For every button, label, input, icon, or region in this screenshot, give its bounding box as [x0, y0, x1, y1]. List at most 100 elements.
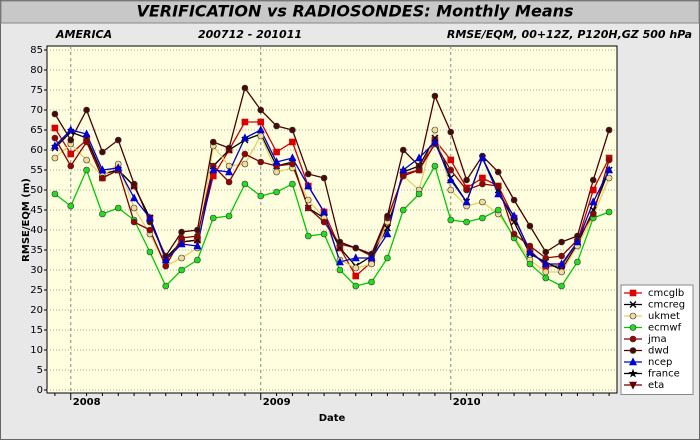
marker — [241, 180, 249, 188]
marker — [178, 228, 185, 236]
x-tick-label: 2008 — [73, 397, 101, 408]
y-tick-label: 30 — [30, 265, 43, 276]
marker — [368, 260, 375, 268]
marker — [304, 181, 313, 190]
marker — [257, 192, 265, 200]
marker — [194, 226, 201, 234]
y-tick-label: 60 — [30, 145, 43, 156]
marker — [574, 258, 581, 266]
marker — [384, 212, 391, 220]
marker — [178, 266, 185, 274]
marker — [209, 214, 217, 222]
marker — [114, 163, 123, 172]
marker — [573, 237, 582, 246]
marker — [629, 301, 637, 308]
marker — [162, 282, 170, 290]
marker — [304, 196, 312, 204]
marker — [431, 162, 439, 170]
marker — [289, 126, 296, 134]
marker — [462, 197, 471, 206]
marker — [66, 125, 75, 134]
marker — [304, 232, 312, 240]
y-tick-label: 15 — [30, 325, 43, 336]
y-axis-label: RMSE/EQM (m) — [21, 178, 32, 262]
marker — [352, 272, 360, 280]
marker — [289, 180, 296, 188]
y-tick-label: 80 — [30, 65, 43, 76]
marker — [447, 166, 455, 174]
marker — [629, 312, 637, 320]
marker — [209, 138, 217, 146]
marker — [352, 244, 360, 252]
marker — [241, 150, 249, 158]
marker — [589, 186, 597, 194]
marker — [83, 106, 90, 114]
marker — [130, 180, 138, 188]
y-tick-label: 40 — [30, 225, 43, 236]
marker — [335, 257, 344, 266]
marker — [114, 204, 122, 212]
marker — [83, 156, 90, 164]
x-tick-label: 2009 — [263, 397, 291, 408]
y-tick-label: 0 — [37, 385, 43, 396]
plot-area — [46, 45, 618, 394]
marker — [629, 381, 637, 390]
marker — [463, 186, 470, 194]
marker — [431, 126, 439, 134]
legend-label: ecmwf — [648, 323, 682, 334]
y-tick-label: 55 — [30, 165, 43, 176]
legend-label: ukmet — [648, 311, 680, 322]
marker — [256, 125, 265, 134]
marker — [431, 92, 439, 100]
y-tick-label: 35 — [30, 245, 43, 256]
marker — [526, 260, 534, 268]
marker — [320, 218, 328, 226]
marker — [605, 156, 613, 164]
subtitle: 200712 - 201011 — [198, 28, 302, 41]
marker — [240, 133, 249, 142]
marker — [98, 165, 107, 174]
y-tick-label: 70 — [30, 105, 43, 116]
marker — [383, 229, 392, 238]
legend-label: eta — [648, 380, 664, 391]
y-tick-label: 5 — [37, 365, 43, 376]
marker — [605, 165, 614, 174]
marker — [130, 193, 139, 202]
marker — [50, 141, 59, 150]
marker — [289, 160, 296, 168]
marker — [114, 136, 122, 144]
marker — [558, 238, 565, 246]
marker — [161, 255, 170, 264]
legend-label: cmcglb — [648, 288, 684, 299]
marker — [446, 175, 455, 184]
marker — [415, 162, 423, 170]
marker — [257, 118, 265, 126]
legend-label: jma — [647, 334, 667, 345]
marker — [629, 335, 637, 343]
marker — [241, 118, 249, 126]
marker — [83, 138, 90, 146]
marker — [384, 254, 391, 262]
marker — [225, 212, 233, 220]
marker — [447, 156, 455, 164]
marker — [257, 158, 265, 166]
marker — [463, 176, 470, 184]
marker — [628, 368, 638, 378]
marker — [241, 84, 249, 92]
marker — [272, 157, 281, 166]
marker — [177, 239, 186, 248]
marker — [479, 180, 486, 188]
marker — [130, 204, 138, 212]
marker — [558, 282, 565, 290]
marker — [399, 165, 408, 174]
marker — [82, 129, 91, 138]
marker — [67, 136, 75, 144]
marker — [605, 126, 613, 134]
marker — [447, 216, 455, 224]
marker — [241, 160, 249, 168]
marker — [146, 248, 154, 256]
marker — [273, 168, 280, 176]
y-tick-label: 50 — [30, 185, 43, 196]
marker — [336, 238, 344, 246]
